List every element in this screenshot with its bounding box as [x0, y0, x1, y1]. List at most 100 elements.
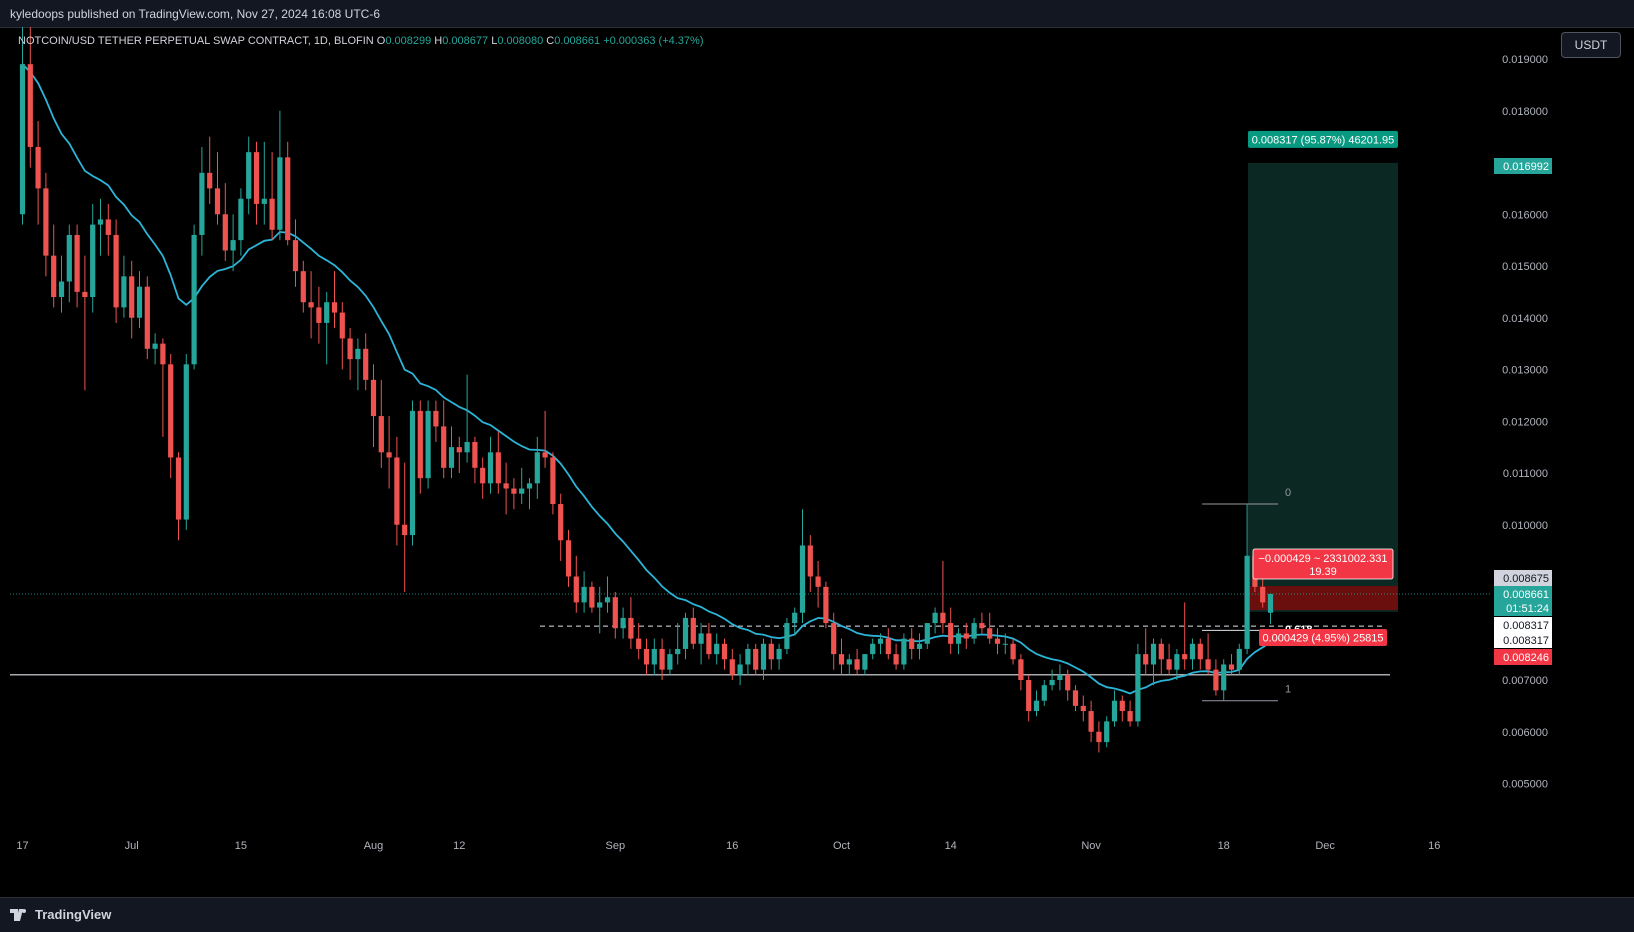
- time-tick-label: Oct: [833, 840, 850, 852]
- candle-body: [745, 648, 751, 665]
- candle-body: [1119, 700, 1125, 712]
- candle-body: [292, 240, 299, 272]
- tradingview-logo[interactable]: TradingView: [10, 907, 111, 922]
- fib-level-1-label: 1: [1285, 684, 1291, 696]
- time-tick-label: 14: [945, 840, 957, 852]
- candle-body: [1166, 659, 1172, 670]
- candle-body: [261, 198, 267, 204]
- price-scale-label: 0.008246: [1503, 652, 1549, 664]
- pnl-label-box: [1252, 548, 1394, 580]
- price-tick-label: 0.010000: [1502, 520, 1548, 532]
- candle-body: [441, 426, 447, 468]
- candle-body: [1189, 643, 1196, 660]
- candle-body: [1002, 643, 1008, 645]
- price-tick-label: 0.006000: [1502, 727, 1548, 739]
- candle-body: [1174, 654, 1180, 670]
- time-tick-label: 18: [1218, 840, 1230, 852]
- candle-body: [526, 483, 533, 489]
- candle-body: [1088, 711, 1094, 732]
- candle-body: [1244, 555, 1250, 649]
- candle-body: [121, 276, 127, 308]
- candle-body: [792, 612, 798, 624]
- price-tick-label: 0.007000: [1502, 675, 1548, 687]
- candle-body: [308, 302, 314, 308]
- candle-body: [940, 612, 946, 624]
- candle-body: [269, 198, 275, 230]
- candle-body: [199, 172, 205, 235]
- candle-body: [760, 643, 767, 670]
- candle-body: [1221, 664, 1227, 691]
- price-tick-label: 0.005000: [1502, 779, 1548, 791]
- candle-body: [97, 219, 104, 225]
- candle-body: [1072, 690, 1079, 706]
- price-scale-label: 0.008317: [1503, 620, 1549, 632]
- candle-body: [737, 664, 743, 675]
- candle-body: [253, 152, 260, 204]
- moving-average-line: [21, 63, 1271, 695]
- candle-body: [753, 648, 759, 670]
- target-label: 0.008317 (95.87%) 46201.95: [1252, 134, 1395, 146]
- price-tick-label: 0.014000: [1502, 313, 1548, 325]
- price-tick-label: 0.016000: [1502, 209, 1548, 221]
- pnl-label-line2: 19.39: [1309, 566, 1337, 578]
- candle-body: [113, 234, 119, 308]
- time-tick-label: 12: [453, 840, 465, 852]
- open-label: O: [376, 35, 386, 47]
- candle-body: [643, 648, 650, 665]
- candle-body: [987, 628, 993, 639]
- candle-body: [1150, 643, 1157, 665]
- pnl-label-line1: −0.000429 ~ 2331002.331: [1258, 553, 1387, 565]
- candle-body: [331, 302, 338, 313]
- price-scale-label-bg: [1494, 600, 1552, 616]
- price-scale-label: 0.016992: [1503, 161, 1549, 173]
- candle-body: [854, 659, 860, 670]
- candle-body: [1267, 594, 1274, 613]
- candle-body: [994, 638, 1001, 644]
- candle-body: [979, 623, 985, 629]
- position-target-zone: [1248, 162, 1398, 612]
- candle-body: [35, 146, 41, 189]
- candle-body: [1213, 669, 1219, 691]
- candle-body: [277, 157, 283, 230]
- candle-body: [175, 457, 182, 520]
- candle-body: [347, 338, 353, 360]
- candle-body: [207, 172, 213, 189]
- candle-body: [558, 504, 564, 541]
- time-tick-label: 17: [16, 840, 28, 852]
- candle-body: [386, 452, 392, 458]
- candle-body: [815, 576, 821, 587]
- open-value: 0.008299: [385, 35, 432, 47]
- candle-body: [542, 452, 548, 458]
- candle-body: [394, 457, 400, 525]
- price-scale-label-bg: [1494, 617, 1552, 633]
- candle-body: [136, 286, 143, 318]
- currency-button[interactable]: USDT: [1561, 32, 1621, 58]
- time-tick-label: 16: [726, 840, 738, 852]
- candle-body: [1080, 705, 1086, 712]
- candle-body: [1135, 654, 1141, 722]
- candle-body: [776, 648, 782, 660]
- candle-body: [519, 488, 525, 494]
- candle-body: [316, 307, 322, 323]
- candle-body: [784, 623, 790, 649]
- candle-body: [714, 643, 720, 655]
- symbol-name: NOTCOIN/USD TETHER PERPETUAL SWAP CONTRA…: [18, 35, 374, 47]
- candle-body: [932, 612, 938, 624]
- candle-body: [924, 623, 930, 644]
- tradingview-logo-icon: [10, 908, 26, 921]
- candle-body: [355, 348, 361, 360]
- published-info: kyledoops published on TradingView.com, …: [10, 7, 381, 21]
- candle-body: [1041, 685, 1047, 701]
- candle-body: [909, 638, 915, 649]
- candle-body: [838, 654, 845, 665]
- low-value: 0.008080: [497, 35, 544, 47]
- price-chart[interactable]: 010.6180.008317 (95.87%) 46201.950.00042…: [0, 27, 1634, 897]
- candle-body: [370, 379, 377, 417]
- candle-body: [675, 648, 681, 655]
- candle-body: [846, 659, 852, 665]
- price-scale-label-bg: [1494, 649, 1552, 665]
- candle-body: [1260, 586, 1266, 603]
- candle-body: [916, 643, 923, 649]
- price-tick-label: 0.011000: [1503, 468, 1548, 480]
- target-label-box: [1248, 130, 1398, 148]
